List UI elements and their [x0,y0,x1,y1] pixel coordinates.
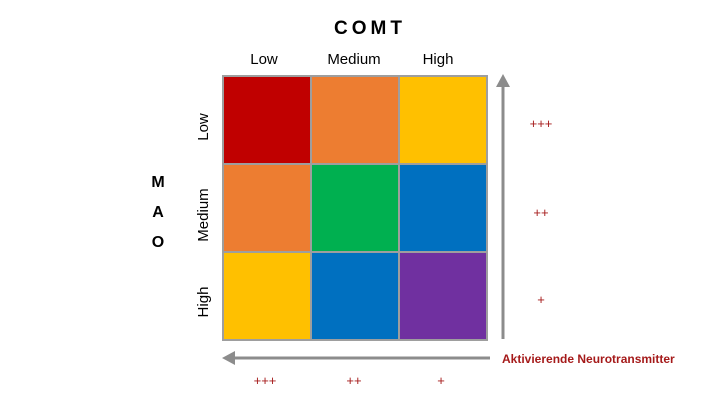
grid-cell-medium-high [399,164,487,252]
grid-cell-medium-low [223,164,311,252]
mao-letter-a: A [152,204,164,221]
right-scale-low: + [537,292,545,307]
vertical-up-arrow [496,74,510,339]
right-scale-high: +++ [529,116,553,131]
grid-cell-high-medium [311,252,399,340]
grid-cell-high-low [223,252,311,340]
column-label-medium: Medium [327,51,381,68]
grid-cell-low-high [399,76,487,164]
horizontal-left-arrow [222,351,490,365]
grid-cell-high-high [399,252,487,340]
mao-letter-m: M [151,174,165,191]
grid-cell-low-low [223,76,311,164]
bottom-scale-high: +++ [253,373,277,388]
grid-cell-medium-medium [311,164,399,252]
mao-letter-o: O [151,234,165,251]
column-label-high: High [422,51,454,68]
grid-cell-low-medium [311,76,399,164]
mao-comt-grid [222,75,488,341]
right-scale-medium: ++ [533,205,549,220]
bottom-scale-medium: ++ [346,373,362,388]
comt-title: COMT [334,18,406,39]
arrow-legend: Aktivierende Neurotransmitter [502,352,675,366]
column-label-low: Low [250,51,278,68]
bottom-scale-low: + [437,373,445,388]
